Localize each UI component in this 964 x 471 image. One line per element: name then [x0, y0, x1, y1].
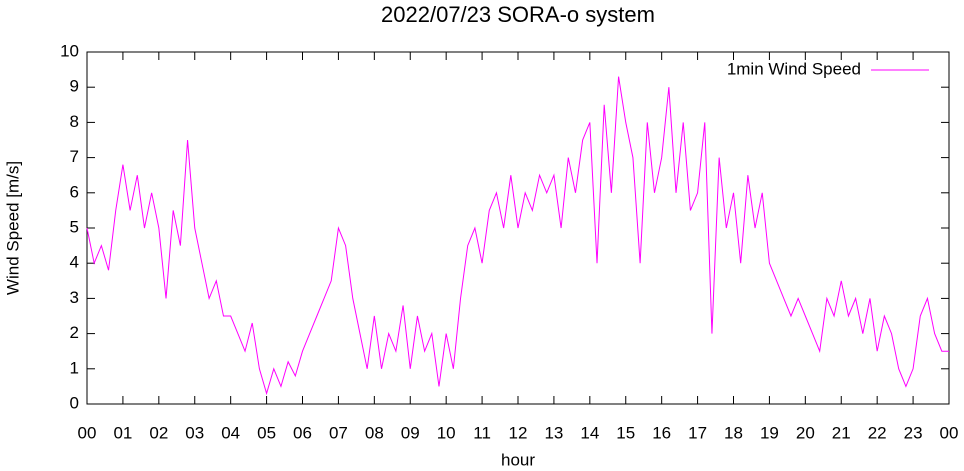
data-line — [86, 76, 949, 396]
y-tick-label: 6 — [70, 182, 79, 201]
y-tick-label: 2 — [70, 323, 79, 342]
x-tick-label: 02 — [149, 423, 168, 442]
x-tick-label: 20 — [796, 423, 815, 442]
x-tick-label: 19 — [760, 423, 779, 442]
y-tick-label: 4 — [70, 253, 79, 272]
y-tick-label: 10 — [60, 41, 79, 60]
y-tick-label: 8 — [70, 112, 79, 131]
y-axis-label: Wind Speed [m/s] — [3, 161, 22, 295]
x-tick-label: 06 — [293, 423, 312, 442]
x-tick-label: 00 — [78, 423, 97, 442]
y-tick-label: 3 — [70, 288, 79, 307]
x-tick-label: 16 — [652, 423, 671, 442]
x-tick-label: 00 — [940, 423, 959, 442]
x-tick-label: 07 — [329, 423, 348, 442]
x-tick-label: 12 — [509, 423, 528, 442]
x-tick-label: 14 — [580, 423, 599, 442]
legend-label: 1min Wind Speed — [727, 59, 861, 78]
x-tick-label: 15 — [616, 423, 635, 442]
x-tick-label: 10 — [437, 423, 456, 442]
x-tick-label: 08 — [365, 423, 384, 442]
y-tick-label: 1 — [70, 358, 79, 377]
chart-title: 2022/07/23 SORA-o system — [381, 2, 655, 27]
x-tick-label: 23 — [904, 423, 923, 442]
x-tick-label: 18 — [724, 423, 743, 442]
x-tick-label: 04 — [221, 423, 240, 442]
x-tick-label: 09 — [401, 423, 420, 442]
x-axis-label: hour — [501, 450, 535, 469]
y-tick-label: 9 — [70, 77, 79, 96]
x-tick-label: 11 — [473, 423, 491, 442]
y-tick-label: 0 — [70, 393, 79, 412]
x-tick-label: 17 — [688, 423, 707, 442]
y-tick-label: 7 — [70, 147, 79, 166]
x-tick-label: 03 — [185, 423, 204, 442]
x-tick-label: 05 — [257, 423, 276, 442]
x-tick-label: 22 — [868, 423, 887, 442]
y-tick-label: 5 — [70, 217, 79, 236]
x-tick-label: 01 — [113, 423, 132, 442]
x-tick-label: 21 — [832, 423, 851, 442]
x-tick-label: 13 — [544, 423, 563, 442]
